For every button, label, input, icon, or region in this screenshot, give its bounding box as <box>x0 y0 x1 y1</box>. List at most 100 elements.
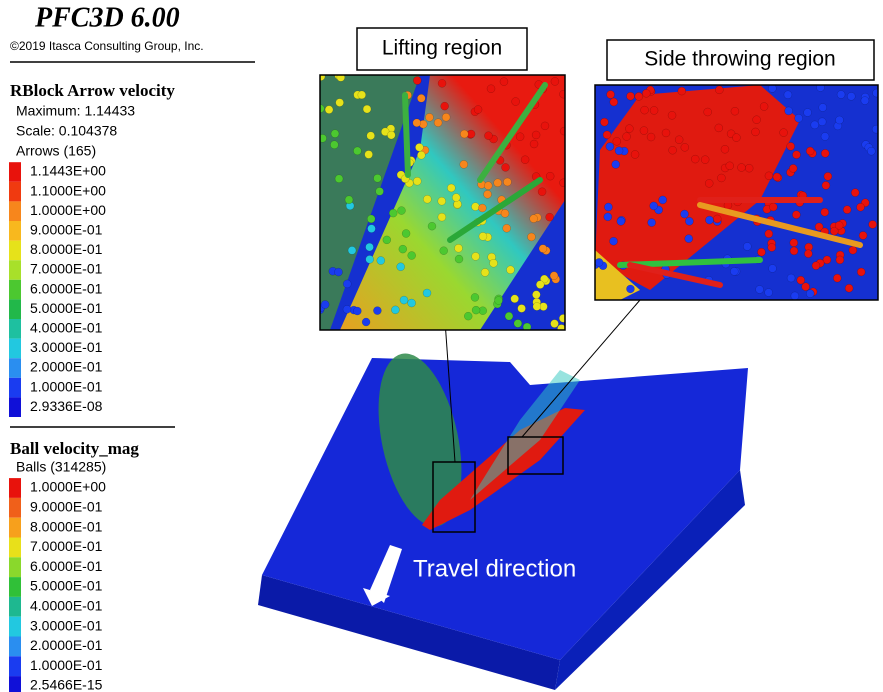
ball <box>484 182 492 190</box>
color-swatch <box>9 162 21 182</box>
ball <box>859 231 867 239</box>
copyright: ©2019 Itasca Consulting Group, Inc. <box>10 39 204 53</box>
legend-label: 2.0000E-01 <box>30 637 103 653</box>
color-swatch <box>9 221 21 241</box>
legend-title: RBlock Arrow velocity <box>10 81 175 100</box>
ball <box>675 136 683 144</box>
ball <box>383 236 391 244</box>
ball <box>363 105 371 113</box>
ball <box>784 91 792 99</box>
ball <box>631 150 639 158</box>
legend-label: 6.0000E-01 <box>30 558 103 574</box>
ball <box>704 108 712 116</box>
legend-label: 1.1443E+00 <box>30 163 106 179</box>
ball <box>721 145 729 153</box>
color-swatch <box>9 201 21 221</box>
ball <box>366 243 374 251</box>
ball <box>438 79 446 87</box>
color-swatch <box>9 299 21 319</box>
ball <box>773 173 781 181</box>
ball <box>715 124 723 132</box>
color-swatch <box>9 319 21 339</box>
ball <box>440 247 448 255</box>
color-swatch <box>9 617 21 637</box>
ball <box>559 90 567 98</box>
app-title: PFC3D 6.00 <box>34 2 180 33</box>
color-swatch <box>9 397 21 417</box>
ball <box>373 307 381 315</box>
ball <box>348 246 356 254</box>
ball <box>851 189 859 197</box>
ball <box>502 163 510 171</box>
ball <box>668 111 676 119</box>
ball <box>791 292 799 300</box>
annotation: Side throwing region <box>644 48 835 71</box>
ball <box>441 102 449 110</box>
legend-label: 8.0000E-01 <box>30 518 103 534</box>
ball <box>317 73 325 81</box>
ball <box>538 188 546 196</box>
ball <box>626 92 634 100</box>
legend-label: 3.0000E-01 <box>30 617 103 633</box>
color-swatch <box>9 358 21 378</box>
ball <box>501 209 509 217</box>
ball <box>413 177 421 185</box>
ball <box>399 245 407 253</box>
ball <box>785 107 793 115</box>
ball <box>367 225 375 233</box>
ball <box>506 266 514 274</box>
ball <box>334 268 342 276</box>
legend-label: 1.1000E+00 <box>30 182 106 198</box>
ball <box>376 187 384 195</box>
legend-label: 2.0000E-01 <box>30 359 103 375</box>
figure: PFC3D 6.00 ©2019 Itasca Consulting Group… <box>0 0 883 692</box>
ball <box>780 129 788 137</box>
ball <box>849 246 857 254</box>
ball <box>867 147 875 155</box>
ball <box>715 86 723 94</box>
ball <box>478 204 486 212</box>
ball <box>353 147 361 155</box>
ball <box>662 129 670 137</box>
ball <box>362 318 370 326</box>
ball <box>366 255 374 263</box>
color-swatch <box>9 260 21 280</box>
legend-label: 7.0000E-01 <box>30 261 103 277</box>
ball <box>402 229 410 237</box>
ball <box>857 268 865 276</box>
ball <box>647 133 655 141</box>
ball <box>685 235 693 243</box>
ball <box>705 179 713 187</box>
legend-label: 4.0000E-01 <box>30 598 103 614</box>
ball <box>607 91 615 99</box>
ball <box>751 128 759 136</box>
ball <box>428 222 436 230</box>
ball <box>691 155 699 163</box>
legend-label: 9.0000E-01 <box>30 222 103 238</box>
ball <box>681 143 689 151</box>
color-swatch <box>9 280 21 300</box>
ball <box>438 213 446 221</box>
ball <box>551 77 559 85</box>
ball <box>604 203 612 211</box>
ball <box>843 206 851 214</box>
ball <box>610 98 618 106</box>
ball <box>765 230 773 238</box>
ball <box>479 232 487 240</box>
ball <box>617 217 625 225</box>
ball <box>336 99 344 107</box>
ball <box>408 252 416 260</box>
ball <box>650 202 658 210</box>
ball <box>560 179 568 187</box>
legend-label: 8.0000E-01 <box>30 241 103 257</box>
ball <box>539 245 547 253</box>
ball <box>705 216 713 224</box>
ball <box>802 283 810 291</box>
ball <box>635 92 643 100</box>
ball <box>530 140 538 148</box>
legend-label: 1.0000E+00 <box>30 202 106 218</box>
ball <box>612 160 620 168</box>
ball <box>471 293 479 301</box>
ball <box>365 150 373 158</box>
ball <box>505 312 513 320</box>
